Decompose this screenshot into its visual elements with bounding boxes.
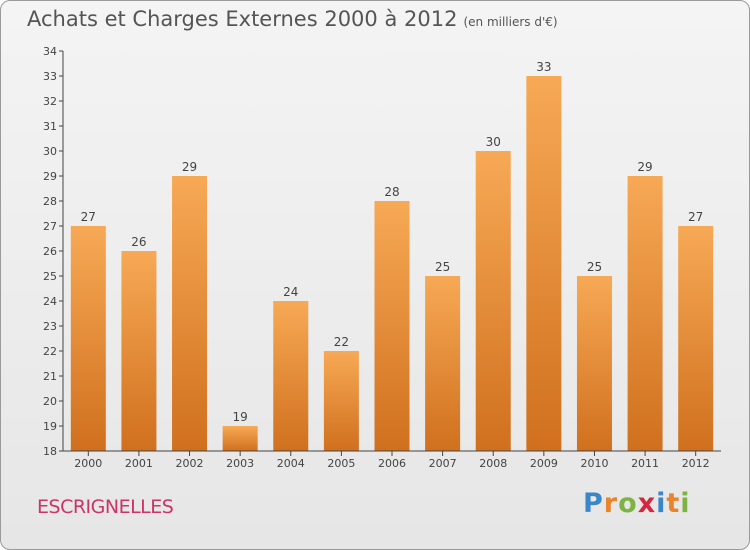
bar xyxy=(425,276,461,451)
bar xyxy=(121,251,157,451)
commune-name: ESCRIGNELLES xyxy=(37,496,174,518)
bar-value-label: 24 xyxy=(283,285,298,299)
y-tick-label: 22 xyxy=(43,345,57,358)
logo-letter: P xyxy=(583,488,604,519)
logo-letter: o xyxy=(618,488,638,519)
y-tick-label: 25 xyxy=(43,270,57,283)
logo-letter: i xyxy=(680,488,691,519)
y-tick-label: 34 xyxy=(43,45,57,58)
y-tick-label: 19 xyxy=(43,420,57,433)
y-tick-label: 33 xyxy=(43,70,57,83)
logo-letter: t xyxy=(666,488,681,519)
y-tick-label: 26 xyxy=(43,245,57,258)
bar xyxy=(273,301,309,451)
x-tick-label: 2007 xyxy=(429,457,457,470)
bar-value-label: 27 xyxy=(688,210,703,224)
x-tick-label: 2006 xyxy=(378,457,406,470)
bar xyxy=(475,151,511,451)
bar-value-label: 25 xyxy=(587,260,602,274)
y-axis: 18 19 20 21 22 23 24 25 26 27 28 29 30 31 32 33 34 xyxy=(43,45,64,458)
bar-value-label: 27 xyxy=(81,210,96,224)
chart-title: Achats et Charges Externes 2000 à 2012 (e… xyxy=(27,7,558,31)
logo-letter: i xyxy=(656,488,667,519)
bar xyxy=(576,276,612,451)
y-tick-label: 31 xyxy=(43,120,57,133)
bar-value-label: 22 xyxy=(334,335,349,349)
x-tick-label: 2004 xyxy=(277,457,305,470)
bar xyxy=(374,201,410,451)
bar-value-label: 25 xyxy=(435,260,450,274)
logo-letter: r xyxy=(603,488,619,519)
bar-value-label: 30 xyxy=(486,135,501,149)
y-tick-label: 29 xyxy=(43,170,57,183)
y-tick-label: 20 xyxy=(43,395,57,408)
x-tick-label: 2012 xyxy=(682,457,710,470)
bar-value-label: 29 xyxy=(182,160,197,174)
y-tick-label: 23 xyxy=(43,320,57,333)
y-tick-label: 24 xyxy=(43,295,57,308)
y-tick-label: 27 xyxy=(43,220,57,233)
logo-letter: x xyxy=(637,488,657,519)
bar-value-label: 19 xyxy=(233,410,248,424)
bar xyxy=(678,226,714,451)
x-tick-label: 2011 xyxy=(631,457,659,470)
x-tick-label: 2000 xyxy=(74,457,102,470)
bar xyxy=(627,176,663,451)
bar xyxy=(222,426,258,451)
x-tick-label: 2001 xyxy=(125,457,153,470)
bar xyxy=(526,76,562,451)
x-tick-label: 2003 xyxy=(226,457,254,470)
bar-value-label: 33 xyxy=(536,60,551,74)
bar xyxy=(70,226,106,451)
chart-unit: (en milliers d'€) xyxy=(463,15,558,29)
x-tick-label: 2005 xyxy=(327,457,355,470)
proxiti-logo: Proxiti xyxy=(583,488,691,519)
bar-value-label: 26 xyxy=(131,235,146,249)
y-tick-label: 32 xyxy=(43,95,57,108)
bar xyxy=(172,176,208,451)
bar-value-label: 28 xyxy=(384,185,399,199)
y-tick-label: 18 xyxy=(43,445,57,458)
bar-value-label: 29 xyxy=(637,160,652,174)
y-tick-label: 30 xyxy=(43,145,57,158)
y-tick-label: 28 xyxy=(43,195,57,208)
x-tick-label: 2010 xyxy=(580,457,608,470)
y-tick-label: 21 xyxy=(43,370,57,383)
x-tick-label: 2009 xyxy=(530,457,558,470)
x-axis: 2000 2001 2002 2003 2004 2005 2006 2007 2008 2009… xyxy=(63,450,721,470)
x-tick-label: 2008 xyxy=(479,457,507,470)
x-tick-label: 2002 xyxy=(176,457,204,470)
bars: 27 26 29 19 24 22 28 25 30 33 25 29 27 xyxy=(70,60,714,451)
bar xyxy=(323,351,359,451)
chart-title-text: Achats et Charges Externes 2000 à 2012 xyxy=(27,7,458,31)
